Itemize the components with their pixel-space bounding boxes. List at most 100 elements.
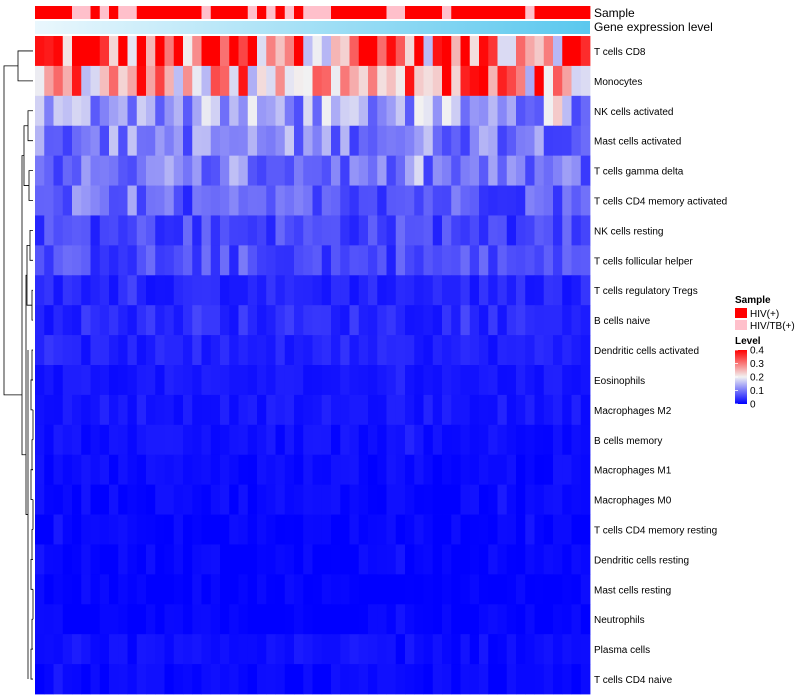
heatmap-cell xyxy=(201,604,212,635)
heatmap-cell xyxy=(525,604,535,635)
heatmap-cell xyxy=(405,634,415,665)
heatmap-cell xyxy=(192,215,202,246)
heatmap-cell xyxy=(146,394,156,426)
heatmap-cell xyxy=(321,125,332,157)
heatmap-cell xyxy=(442,95,452,127)
heatmap-cell xyxy=(229,604,239,635)
heatmap-cell xyxy=(173,245,184,276)
heatmap-cell xyxy=(109,185,119,216)
sample-cell xyxy=(118,6,128,19)
heatmap-cell xyxy=(331,215,341,246)
heatmap-cell xyxy=(201,305,212,336)
heatmap-cell xyxy=(35,185,45,216)
heatmap-cell xyxy=(321,95,332,127)
heatmap-cell xyxy=(497,544,508,575)
heatmap-cell xyxy=(201,514,212,545)
heatmap-cell xyxy=(358,604,369,635)
heatmap-cell xyxy=(405,604,415,635)
heatmap-cell xyxy=(294,305,304,336)
heatmap-cell xyxy=(525,574,535,605)
heatmap-cell xyxy=(553,215,563,246)
heatmap-cell xyxy=(562,365,572,396)
heatmap-cell xyxy=(257,155,267,186)
heatmap-cell xyxy=(183,65,193,97)
heatmap-cell xyxy=(72,95,82,127)
heatmap-cell xyxy=(164,305,175,336)
sample-cell xyxy=(580,6,591,19)
heatmap-cell xyxy=(99,95,110,127)
heatmap-cell xyxy=(136,634,147,665)
heatmap-cell xyxy=(580,215,591,246)
heatmap-cell xyxy=(405,275,415,306)
heatmap-cell xyxy=(44,365,54,396)
heatmap-cell xyxy=(238,365,249,396)
heatmap-cell xyxy=(525,544,535,575)
heatmap-cell xyxy=(53,95,64,127)
heatmap-cell xyxy=(53,664,64,695)
heatmap-cell xyxy=(118,424,128,456)
heatmap-cell xyxy=(127,275,138,306)
heatmap-cell xyxy=(516,245,526,276)
heatmap-cell xyxy=(349,514,360,545)
heatmap-cell xyxy=(442,125,452,157)
heatmap-cell xyxy=(451,305,461,336)
heatmap-cell xyxy=(53,484,64,515)
heatmap-cell xyxy=(53,125,64,157)
heatmap-cell xyxy=(516,275,526,306)
heatmap-cell xyxy=(173,215,184,246)
heatmap-cell xyxy=(284,305,295,336)
heatmap-cell xyxy=(358,454,369,486)
heatmap-cell xyxy=(312,305,323,336)
heatmap-cell xyxy=(405,664,415,695)
heatmap-cell xyxy=(146,155,156,186)
heatmap-cell xyxy=(451,275,461,306)
heatmap-cell xyxy=(164,65,175,97)
heatmap-cell xyxy=(266,574,276,605)
row-label: Mast cells activated xyxy=(594,137,681,148)
heatmap-cell xyxy=(183,604,193,635)
heatmap-cell xyxy=(562,514,572,545)
heatmap-cell xyxy=(155,215,165,246)
heatmap-cell xyxy=(62,275,73,306)
heatmap-cell xyxy=(220,245,230,276)
heatmap-cell xyxy=(423,634,434,665)
heatmap-cell xyxy=(275,574,286,605)
heatmap-cell xyxy=(136,424,147,456)
heatmap-cell xyxy=(377,604,387,635)
heatmap-cell xyxy=(377,125,387,157)
heatmap-cell xyxy=(553,484,563,515)
heatmap-cell xyxy=(118,275,128,306)
heatmap-cell xyxy=(155,514,165,545)
heatmap-cell xyxy=(284,634,295,665)
heatmap-cell xyxy=(164,634,175,665)
heatmap-cell xyxy=(35,335,45,366)
heatmap-cell xyxy=(266,484,276,515)
heatmap-cell xyxy=(294,245,304,276)
heatmap-cell xyxy=(238,95,249,127)
heatmap-cell xyxy=(534,335,545,366)
heatmap-cell xyxy=(118,365,128,396)
heatmap-cell xyxy=(423,394,434,426)
heatmap-cell xyxy=(238,664,249,695)
heatmap-cell xyxy=(386,484,397,515)
heatmap-cell xyxy=(460,544,471,575)
heatmap-cell xyxy=(275,424,286,456)
heatmap-cell xyxy=(423,125,434,157)
heatmap-cell xyxy=(516,634,526,665)
heatmap-cell xyxy=(146,125,156,157)
heatmap-cell xyxy=(62,484,73,515)
heatmap-cell xyxy=(257,36,267,67)
heatmap-cell xyxy=(543,484,554,515)
heatmap-cell xyxy=(127,36,138,67)
heatmap-cell xyxy=(460,574,471,605)
sample-cell xyxy=(506,6,517,19)
heatmap-cell xyxy=(451,155,461,186)
heatmap-cell xyxy=(516,664,526,695)
heatmap-cell xyxy=(303,125,313,157)
heatmap-cell xyxy=(53,544,64,575)
heatmap-cell xyxy=(266,36,276,67)
sample-cell xyxy=(349,6,360,19)
heatmap-cell xyxy=(460,305,471,336)
heatmap-cell xyxy=(580,544,591,575)
heatmap-cell xyxy=(516,95,526,127)
